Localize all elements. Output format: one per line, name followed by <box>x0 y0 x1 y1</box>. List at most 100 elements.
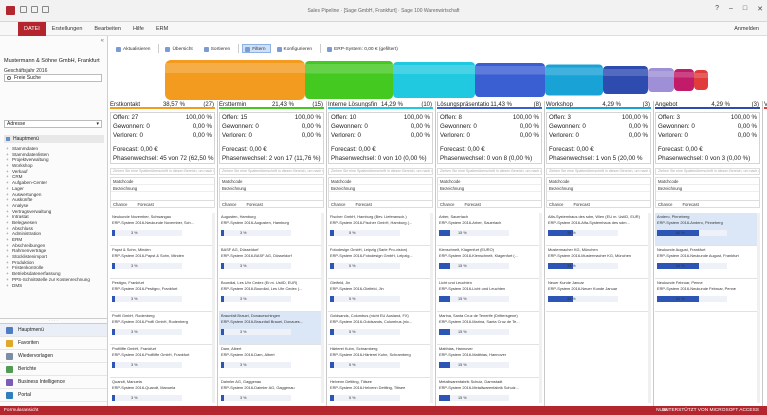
configure-button[interactable]: Konfigurieren <box>274 44 318 53</box>
sort-button[interactable]: Sortieren <box>201 44 235 53</box>
refresh-button[interactable]: Aktualisieren <box>113 44 155 53</box>
opportunity-card[interactable]: Profil GmbH, Rodenberg ERP-System 2016-Pr… <box>110 312 215 345</box>
tree-item[interactable]: Rahmenverträge <box>6 248 104 254</box>
opportunity-card[interactable]: Bourdial, Les Uhr Cedex (Er.m. UstID, EU… <box>219 279 324 312</box>
opportunity-card[interactable]: Klenschnelt, Klagenfurt (EURO) ERP-System… <box>437 246 542 279</box>
group-by-area[interactable]: Ziehen Sie eine Spaltenüberschrift in di… <box>546 168 651 175</box>
tree-item[interactable]: Stücklistenimport <box>6 254 104 260</box>
opportunity-card[interactable]: Dam, Albert ERP-System 2016-Dam, Albert 3 … <box>219 345 324 378</box>
tree-item[interactable]: Lager <box>6 186 104 192</box>
opportunity-card[interactable]: Licht und Leuchten ERP-System 2016-Licht … <box>437 279 542 312</box>
splitter-handle[interactable]: · · · · <box>0 318 107 324</box>
minimize-button[interactable]: – <box>728 5 733 12</box>
tree-item[interactable]: Produktion <box>6 260 104 266</box>
stage-header[interactable]: Erstkontakt 38,57 % (27) <box>110 101 215 109</box>
opportunity-card[interactable]: Marina, Santa Cruz de Tenerife (Dritters… <box>437 312 542 345</box>
tree-item[interactable]: CRM <box>6 174 104 180</box>
stage-header[interactable]: Lösungspräsentatio 11,43 % (8) <box>437 101 542 109</box>
tree-item[interactable]: Abschluss <box>6 226 104 232</box>
opportunity-card[interactable]: Augusten, Hamburg ERP-System 2016-Auguste… <box>219 213 324 246</box>
opportunity-card[interactable]: Papst & Sohn, Minden ERP-System 2016-Paps… <box>110 246 215 279</box>
opportunity-card[interactable]: Neuer Kunde Januar ERP-System 2016-Neuer … <box>546 279 651 312</box>
tree-item[interactable]: Vertragsverwaltung <box>6 209 104 215</box>
stage-scrollbar[interactable] <box>212 213 215 403</box>
erp-filter-button[interactable]: ERP-System: 0,00 € (gefiltert) <box>324 44 403 53</box>
tab-datei[interactable]: DATEI <box>18 21 46 36</box>
stage-header[interactable]: Interne Lösungsfin 14,29 % (10) <box>328 101 433 109</box>
nav-item-report[interactable]: Berichte <box>0 363 107 376</box>
group-by-area[interactable]: Ziehen Sie eine Spaltenüberschrift in di… <box>219 168 324 175</box>
stage-scrollbar[interactable] <box>648 213 651 403</box>
stage-scrollbar[interactable] <box>757 213 760 403</box>
customize-icon[interactable] <box>42 6 49 13</box>
opportunity-card[interactable]: Gleifeld, Jin ERP-System 2016-Gleifeld, J… <box>328 279 433 312</box>
tree-item[interactable]: DMS <box>6 283 104 289</box>
tree-item[interactable]: Administration <box>6 231 104 237</box>
nav-item-home[interactable]: Hauptmenü <box>0 324 107 337</box>
tab-hilfe[interactable]: Hilfe <box>132 25 144 32</box>
overview-button[interactable]: Übersicht <box>162 44 197 53</box>
tree-item[interactable]: Belegwesen <box>6 220 104 226</box>
tree-item[interactable]: Auskünfte <box>6 197 104 203</box>
tab-erm[interactable]: ERM <box>156 25 169 32</box>
tree-item[interactable]: Verkauf <box>6 169 104 175</box>
nav-item-clock[interactable]: Wiedervorlagen <box>0 350 107 363</box>
tree-item[interactable]: Fristenkontrolle <box>6 265 104 271</box>
group-by-area[interactable]: Ziehen Sie eine Spaltenüberschrift in di… <box>328 168 433 175</box>
stage-scrollbar[interactable] <box>430 213 433 403</box>
tree-item[interactable]: Intrastat <box>6 214 104 220</box>
stage-header[interactable]: Angebot 4,29 % (3) <box>655 101 760 109</box>
stage-header[interactable]: Ve <box>764 101 767 109</box>
tree-item[interactable]: Aufgaben-Center <box>6 180 104 186</box>
opportunity-card[interactable]: Neukunde Februar, Penne ERP-System 2016-N… <box>655 279 760 312</box>
opportunity-card[interactable]: Fischer GmbH, Hamburg (Bev. Lieferansch.… <box>328 213 433 246</box>
opportunity-card[interactable]: Andero, Pinneberg ERP-System 2016-Andero,… <box>655 213 760 246</box>
tree-item[interactable]: Betriebsdatenerfassung <box>6 271 104 277</box>
opportunity-card[interactable]: BASF AG, Düsseldorf ERP-System 2016-BASF … <box>219 246 324 279</box>
tree-item[interactable]: Abschreibungen <box>6 243 104 249</box>
filter-button[interactable]: Filtern <box>242 44 271 53</box>
opportunity-card[interactable]: Alfa-Systemhaus des sdm, Wien (EU m. Ust… <box>546 213 651 246</box>
group-by-area[interactable]: Ziehen Sie eine Spaltenüberschrift in di… <box>110 168 215 175</box>
save-icon[interactable] <box>20 6 27 13</box>
tree-item[interactable]: ERM <box>6 237 104 243</box>
nav-item-chart[interactable]: Business Intelligence <box>0 376 107 389</box>
tree-item[interactable]: Workshop <box>6 163 104 169</box>
close-button[interactable]: ✕ <box>757 6 763 13</box>
opportunity-card[interactable]: Neukunde August, Frankfurt ERP-System 201… <box>655 246 760 279</box>
sign-in-link[interactable]: Anmelden <box>734 26 759 32</box>
opportunity-card[interactable]: Profiliffe GmbH, Frankfurt ERP-System 201… <box>110 345 215 378</box>
tab-erstellungen[interactable]: Erstellungen <box>51 25 83 32</box>
stage-scrollbar[interactable] <box>321 213 324 403</box>
opportunity-card[interactable]: Goldsands, Columbus (nicht EU Ausland, F… <box>328 312 433 345</box>
stage-header[interactable]: Ersttermin 21,43 % (15) <box>219 101 324 109</box>
maximize-button[interactable]: □ <box>742 5 748 12</box>
stage-scrollbar[interactable] <box>539 213 542 403</box>
search-input[interactable]: Freie Suche <box>4 74 102 82</box>
opportunity-card[interactable]: Härterei Kuhn, Schramberg ERP-System 2016… <box>328 345 433 378</box>
nav-item-globe[interactable]: Portal <box>0 389 107 402</box>
address-select[interactable]: Adresse ▾ <box>4 120 102 128</box>
undo-icon[interactable] <box>31 6 38 13</box>
group-by-area[interactable]: Ziehen Sie eine Spaltenüberschrift in di… <box>655 168 760 175</box>
stage-header[interactable]: Workshop 4,29 % (3) <box>546 101 651 109</box>
opportunity-card[interactable]: Mustermacher KG, München ERP-System 2016-… <box>546 246 651 279</box>
collapse-sidebar-icon[interactable]: « <box>100 38 104 44</box>
tab-bearbeiten[interactable]: Bearbeiten <box>94 25 121 32</box>
tree-item[interactable]: PPS-Schnittstelle zur Kostenrechnung <box>6 277 104 283</box>
opportunity-card[interactable]: Fotodesign GmbH, Leipzig (Sarie Pro-visi… <box>328 246 433 279</box>
tree-item[interactable]: Projektverwaltung <box>6 157 104 163</box>
opportunity-card[interactable]: Arber, Sauerlach ERP-System 2016-Arber, S… <box>437 213 542 246</box>
opportunity-card[interactable]: Neukunde November, Schwangau ERP-System 2… <box>110 213 215 246</box>
tree-item[interactable]: Auswertungen <box>6 192 104 198</box>
nav-item-star[interactable]: Favoriten <box>0 337 107 350</box>
opportunity-card[interactable]: Pestigro, Frankfurt ERP-System 2016-Pesti… <box>110 279 215 312</box>
help-icon[interactable]: ? <box>715 5 719 12</box>
group-by-area[interactable]: Ziehen Sie eine Spaltenüberschrift in di… <box>437 168 542 175</box>
main-menu-header[interactable]: Hauptmenü <box>4 135 104 143</box>
opportunity-card[interactable]: Matthias, Hannover ERP-System 2016-Matthi… <box>437 345 542 378</box>
tree-item[interactable]: Analyse <box>6 203 104 209</box>
tree-item[interactable]: Stammdaten <box>6 146 104 152</box>
opportunity-card[interactable]: Braunfall Brauei, Donaueschingen ERP-Syst… <box>219 312 324 345</box>
tree-item[interactable]: Stammdatenlisten <box>6 152 104 158</box>
